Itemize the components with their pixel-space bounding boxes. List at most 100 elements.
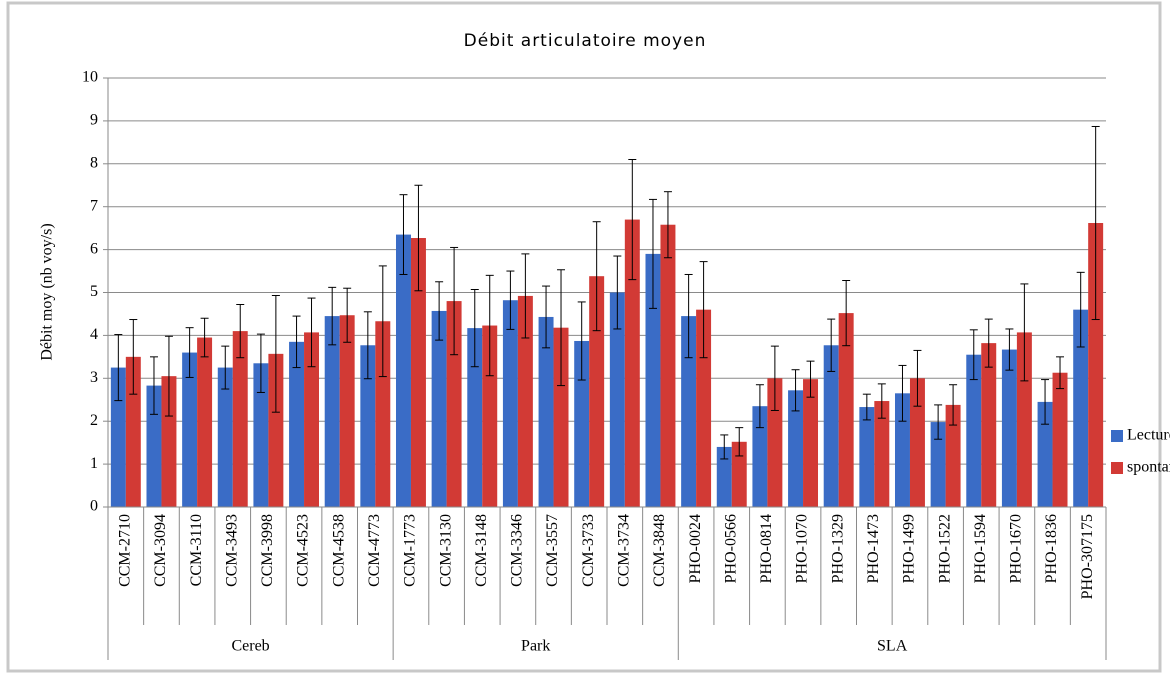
x-tick-label: CCM-3557 (544, 514, 561, 587)
x-tick-label: PHO-1670 (1008, 514, 1025, 583)
bar (339, 315, 355, 507)
x-tick-label: PHO-0024 (687, 514, 704, 583)
bar (197, 337, 213, 507)
legend-label: Lecture (1127, 427, 1170, 444)
x-tick-label: CCM-3734 (615, 514, 632, 587)
bar (894, 393, 910, 507)
bar (803, 379, 819, 507)
bar (624, 219, 640, 507)
y-tick-label: 1 (90, 455, 98, 472)
x-tick-label: PHO-1594 (972, 514, 989, 583)
bar (945, 404, 961, 507)
bar (731, 441, 747, 507)
y-axis-label: Débit moy (nb voy/s) (39, 223, 56, 360)
chart-title: Débit articulatoire moyen (464, 31, 707, 51)
bar (1001, 349, 1017, 507)
bar (645, 253, 661, 507)
y-tick-label: 7 (90, 197, 98, 214)
bar (161, 376, 177, 507)
bar (253, 363, 269, 507)
y-tick-label: 2 (90, 412, 98, 429)
y-tick-label: 10 (82, 69, 98, 86)
y-tick-label: 3 (90, 369, 98, 386)
x-tick-label: CCM-3148 (473, 514, 490, 587)
group-label: Cereb (231, 638, 269, 655)
x-tick-label: CCM-3346 (509, 514, 526, 587)
bar (788, 390, 804, 507)
bar (838, 313, 854, 507)
x-tick-label: PHO-1070 (794, 514, 811, 583)
bar (502, 300, 518, 507)
group-label: SLA (877, 638, 908, 655)
x-tick-label: CCM-4773 (366, 514, 383, 587)
y-tick-label: 8 (90, 154, 98, 171)
x-tick-label: CCM-2710 (116, 514, 133, 587)
x-tick-label: CCM-3094 (152, 514, 169, 587)
y-tick-label: 4 (90, 326, 98, 343)
bar (467, 328, 483, 507)
bar (232, 331, 248, 507)
x-tick-label: CCM-3110 (188, 514, 205, 586)
bar (696, 309, 712, 507)
x-tick-label: CCM-1773 (402, 514, 419, 587)
x-tick-label: CCM-4523 (295, 514, 312, 587)
x-tick-label: CCM-3998 (259, 514, 276, 587)
y-tick-label: 0 (90, 498, 98, 515)
bar (660, 224, 676, 507)
legend-swatch (1111, 462, 1123, 474)
bar (110, 367, 126, 507)
bar (375, 321, 391, 507)
bar (981, 343, 997, 507)
bar (289, 341, 305, 507)
bar (1016, 332, 1032, 507)
x-tick-label: PHO-1473 (865, 514, 882, 583)
x-tick-label: CCM-4538 (330, 514, 347, 587)
y-tick-label: 5 (90, 283, 98, 300)
y-tick-label: 6 (90, 240, 98, 257)
x-tick-label: CCM-3733 (580, 514, 597, 587)
bar (823, 345, 839, 507)
bar (431, 310, 447, 507)
bar (966, 354, 982, 507)
x-tick-label: PHO-307175 (1079, 514, 1096, 599)
group-label: Park (521, 638, 550, 655)
bar (360, 345, 376, 507)
bar (217, 367, 233, 507)
bar (324, 316, 340, 507)
bar (517, 295, 533, 507)
bar (268, 353, 284, 507)
bar (446, 301, 462, 507)
legend-label: spontané (1127, 459, 1170, 476)
legend-swatch (1111, 430, 1123, 442)
x-tick-label: CCM-3130 (437, 514, 454, 587)
bar (859, 407, 875, 507)
bar (930, 422, 946, 507)
x-tick-label: PHO-1329 (829, 514, 846, 583)
bar (1073, 309, 1089, 507)
bar (538, 316, 554, 507)
x-tick-label: PHO-0814 (758, 514, 775, 583)
bar (146, 385, 162, 507)
bar (304, 332, 320, 507)
y-tick-label: 9 (90, 112, 98, 129)
bar (482, 325, 498, 507)
x-tick-label: PHO-1522 (936, 514, 953, 583)
bar (589, 276, 605, 507)
bar (395, 234, 411, 507)
bar (410, 238, 426, 507)
chart-frame (6, 1, 1162, 673)
x-tick-label: PHO-1499 (901, 514, 918, 583)
bar (1037, 401, 1053, 507)
bar (909, 378, 925, 507)
x-tick-label: CCM-3848 (651, 514, 668, 587)
bar (553, 327, 569, 507)
bar (1052, 372, 1068, 507)
bar (752, 406, 768, 507)
bar (1088, 223, 1104, 507)
bar (609, 292, 625, 507)
bar (874, 401, 890, 507)
bar (681, 316, 697, 507)
x-tick-label: PHO-0566 (722, 514, 739, 583)
x-tick-label: PHO-1836 (1043, 514, 1060, 583)
